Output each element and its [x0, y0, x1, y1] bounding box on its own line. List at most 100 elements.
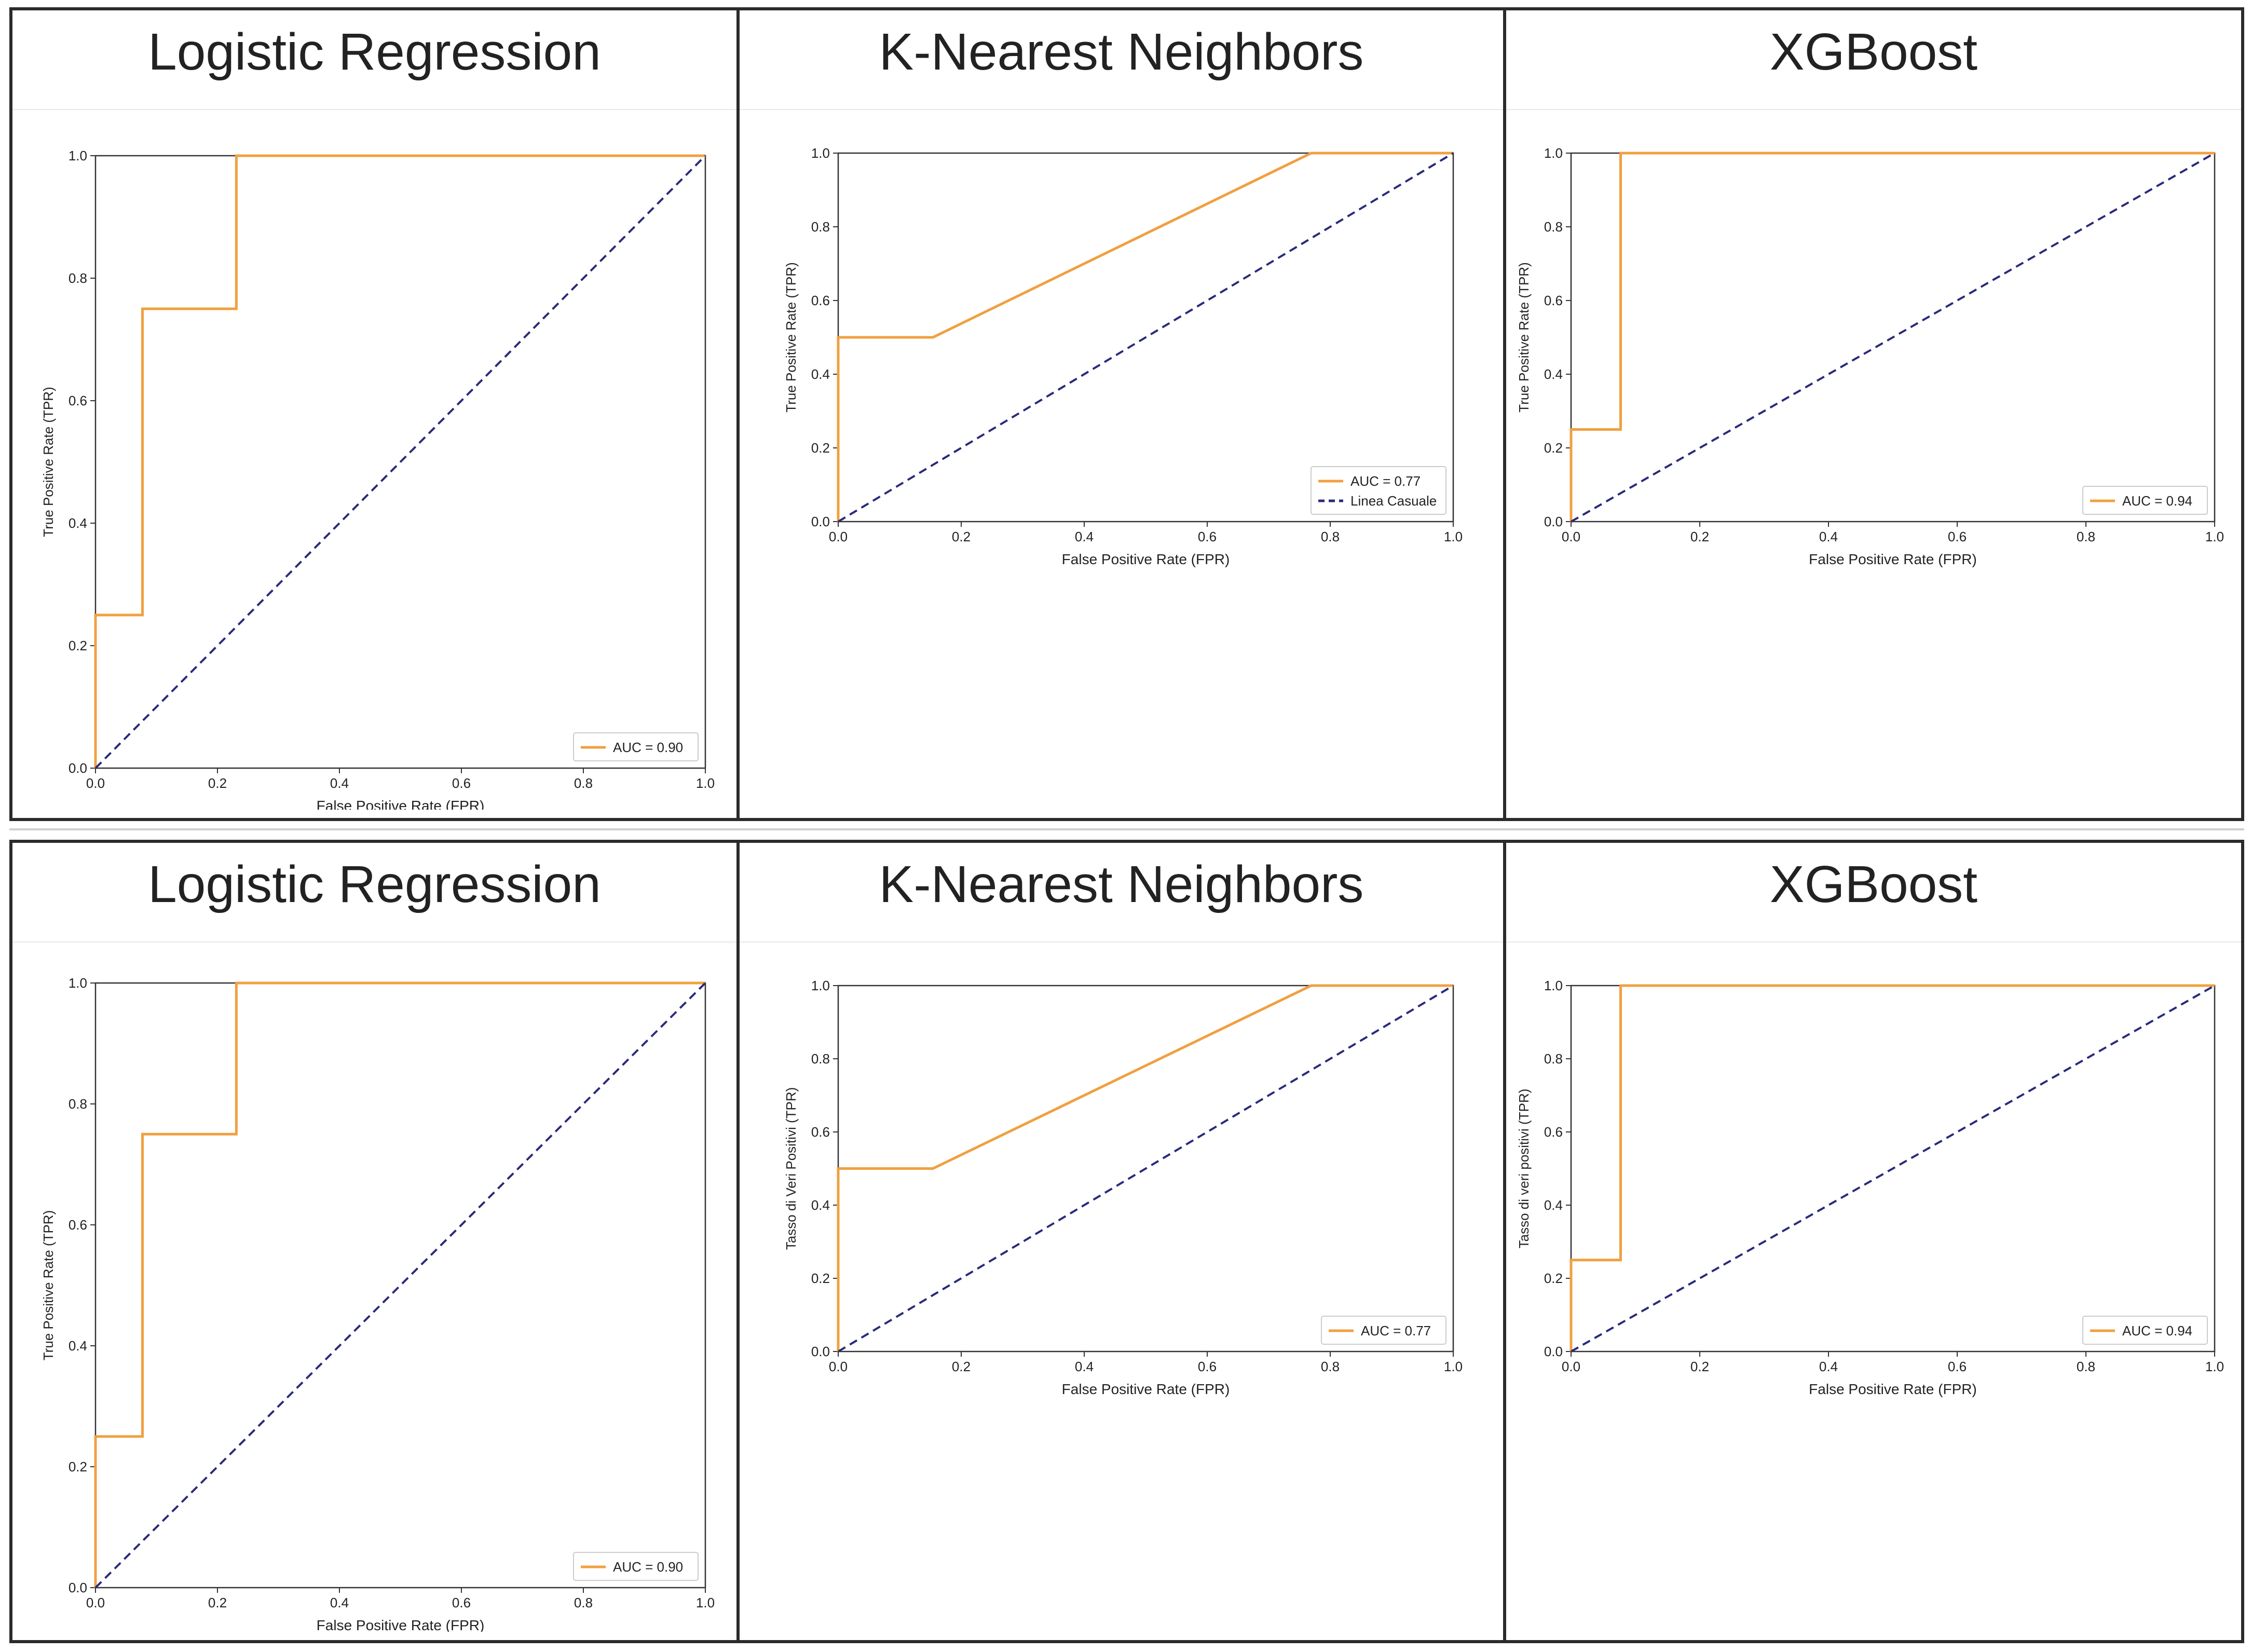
x-tick-label: 0.2	[208, 775, 227, 791]
y-tick-label: 0.6	[69, 1217, 87, 1233]
x-tick-label: 0.4	[1819, 1359, 1838, 1374]
x-tick-label: 0.4	[1075, 1359, 1094, 1374]
chance-line	[1571, 152, 2215, 523]
x-tick-label: 0.0	[86, 775, 105, 791]
roc-chart: 0.0 0.2 0.4 0.6 0.8 1.0 0.0 0.2 0.4 0.6 0.8 1.0 Fals…	[1516, 145, 2224, 567]
x-tick-label: 0.6	[1948, 529, 1967, 544]
panel-k-nearest-neighbors: K-Nearest Neighbors 0.0 0.2 0.4 0.6 0.8 1.0 0.…	[736, 10, 1503, 818]
x-tick-label: 0.4	[330, 775, 349, 791]
y-tick-label: 0.0	[1544, 514, 1563, 529]
panel-xgboost: XGBoost 0.0 0.2 0.4 0.6 0.8 1.0 0.0 0.2 0.4 0.6 0.…	[1503, 843, 2241, 1640]
legend-label: AUC = 0.77	[1350, 473, 1421, 489]
y-tick-label: 0.0	[811, 1344, 830, 1359]
y-axis-label: True Positive Rate (TPR)	[40, 387, 56, 537]
x-tick-label: 0.6	[1198, 529, 1217, 544]
y-tick-label: 1.0	[69, 148, 87, 163]
y-tick-label: 0.0	[69, 760, 87, 776]
y-tick-label: 0.6	[1544, 293, 1563, 308]
y-tick-label: 0.8	[1544, 219, 1563, 235]
legend-box	[573, 732, 699, 761]
row-divider	[9, 828, 2244, 830]
y-axis-label: True Positive Rate (TPR)	[1516, 262, 1532, 412]
panel-title: Logistic Regression	[12, 16, 736, 110]
y-tick-label: 1.0	[811, 145, 830, 161]
legend-label: AUC = 0.77	[1361, 1323, 1431, 1339]
y-tick-label: 1.0	[811, 978, 830, 993]
chance-line	[837, 985, 1454, 1353]
y-tick-label: 0.2	[811, 440, 830, 456]
panel-title: XGBoost	[1506, 848, 2241, 943]
y-tick-label: 0.6	[69, 393, 87, 408]
top-row: Logistic Regression 0.0 0.2 0.4 0.6 0.8 1.0 0.…	[9, 7, 2244, 821]
y-tick-label: 0.8	[811, 1051, 830, 1067]
y-tick-label: 0.2	[811, 1271, 830, 1286]
x-tick-label: 0.8	[1321, 529, 1340, 544]
legend-box	[573, 1552, 699, 1581]
y-tick-label: 0.6	[811, 1124, 830, 1140]
x-tick-label: 1.0	[1444, 1359, 1463, 1374]
x-axis-label: False Positive Rate (FPR)	[1809, 1381, 1977, 1397]
x-tick-label: 0.0	[1562, 529, 1580, 544]
roc-curve	[94, 981, 705, 1588]
y-tick-label: 0.4	[69, 515, 87, 531]
x-tick-label: 0.8	[574, 775, 593, 791]
x-tick-label: 1.0	[696, 775, 715, 791]
y-tick-label: 1.0	[1544, 978, 1563, 993]
bottom-row: Logistic Regression 0.0 0.2 0.4 0.6 0.8 1.0 0.…	[9, 840, 2244, 1643]
x-tick-label: 0.2	[952, 1359, 971, 1374]
x-tick-label: 0.8	[2077, 1359, 2095, 1374]
y-tick-label: 0.8	[69, 1096, 87, 1112]
y-tick-label: 0.8	[1544, 1051, 1563, 1067]
y-tick-label: 0.4	[1544, 1197, 1563, 1213]
roc-curve	[94, 154, 705, 768]
x-tick-label: 0.6	[1948, 1359, 1967, 1374]
x-tick-label: 0.2	[1690, 1359, 1709, 1374]
x-axis-label: False Positive Rate (FPR)	[1062, 1381, 1230, 1397]
x-axis-label: False Positive Rate (FPR)	[317, 798, 485, 810]
legend-box	[1311, 466, 1446, 515]
y-tick-label: 0.4	[1544, 366, 1563, 382]
roc-curve	[837, 152, 1453, 522]
roc-curve	[1569, 152, 2215, 522]
panel-title: K-Nearest Neighbors	[740, 848, 1503, 943]
x-tick-label: 0.0	[829, 1359, 848, 1374]
x-tick-label: 0.6	[452, 775, 471, 791]
y-tick-label: 0.8	[69, 270, 87, 286]
roc-chart: 0.0 0.2 0.4 0.6 0.8 1.0 0.0 0.2 0.4 0.6 0.8 1.0 Fals…	[40, 148, 715, 810]
panel-title: K-Nearest Neighbors	[740, 16, 1503, 110]
panel-xgboost: XGBoost 0.0 0.2 0.4 0.6 0.8 1.0 0.0 0.2 0.4 0.6 0.…	[1503, 10, 2241, 818]
y-tick-label: 1.0	[1544, 145, 1563, 161]
y-tick-label: 0.2	[69, 638, 87, 653]
y-axis-label: Tasso di veri positivi (TPR)	[1516, 1089, 1532, 1249]
x-tick-label: 0.6	[1198, 1359, 1217, 1374]
chance-line	[94, 982, 706, 1589]
roc-chart: 0.0 0.2 0.4 0.6 0.8 1.0 0.0 0.2 0.4 0.6 0.8 1.0 Fals…	[40, 975, 715, 1632]
legend-label: AUC = 0.94	[2122, 1323, 2192, 1339]
roc-curve	[1569, 984, 2215, 1351]
x-tick-label: 0.4	[1819, 529, 1838, 544]
x-tick-label: 0.8	[2077, 529, 2095, 544]
panel-title: XGBoost	[1506, 16, 2241, 110]
y-tick-label: 0.6	[1544, 1124, 1563, 1140]
roc-chart: 0.0 0.2 0.4 0.6 0.8 1.0 0.0 0.2 0.4 0.6 0.8 1.0 Fals…	[783, 145, 1463, 567]
x-tick-label: 1.0	[696, 1595, 715, 1610]
x-tick-label: 0.6	[452, 1595, 471, 1610]
y-axis-label: True Positive Rate (TPR)	[40, 1210, 56, 1360]
x-tick-label: 1.0	[2205, 1359, 2224, 1374]
x-tick-label: 0.0	[829, 529, 848, 544]
legend-box	[1321, 1316, 1446, 1345]
x-axis-label: False Positive Rate (FPR)	[1062, 551, 1230, 567]
legend-label: AUC = 0.90	[613, 740, 683, 755]
chance-line	[1571, 985, 2215, 1353]
y-tick-label: 0.2	[69, 1459, 87, 1474]
y-tick-label: 0.4	[69, 1338, 87, 1354]
legend-box	[2082, 1316, 2208, 1345]
legend-label: Linea Casuale	[1350, 493, 1437, 509]
y-axis-label: Tasso di Veri Positivi (TPR)	[783, 1087, 799, 1250]
chance-line	[94, 155, 706, 769]
x-tick-label: 0.2	[952, 529, 971, 544]
x-tick-label: 0.8	[1321, 1359, 1340, 1374]
x-tick-label: 0.8	[574, 1595, 593, 1610]
y-tick-label: 0.0	[811, 514, 830, 529]
x-tick-label: 0.2	[208, 1595, 227, 1610]
